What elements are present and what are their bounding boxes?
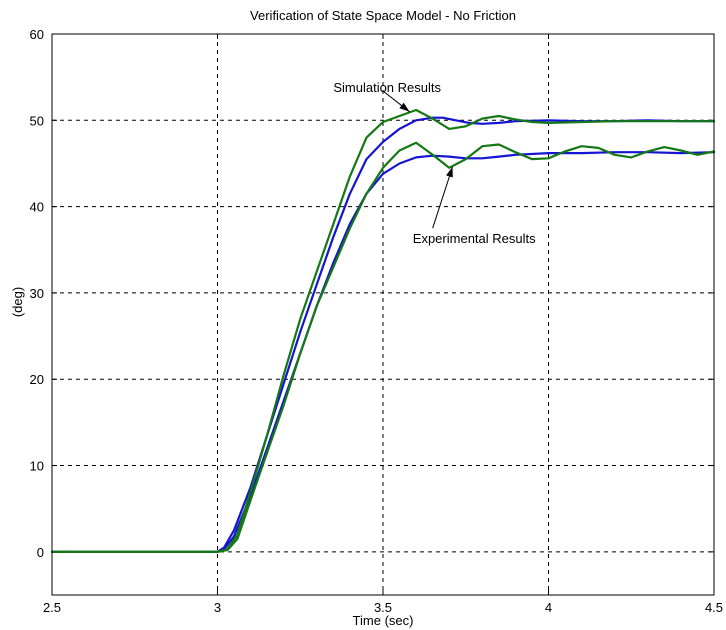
y-tick-label: 40 bbox=[30, 200, 44, 215]
plot-lines bbox=[50, 108, 716, 553]
axis-ticks: 2.5 3 3.5 4 4.5 0 10 20 30 40 50 60 bbox=[30, 27, 724, 615]
y-tick-label: 30 bbox=[30, 286, 44, 301]
annotation-label: Experimental Results bbox=[413, 231, 536, 246]
y-tick-label: 50 bbox=[30, 113, 44, 128]
series-line-sim-2 bbox=[50, 151, 716, 553]
annotation-arrowhead bbox=[446, 166, 453, 178]
x-axis-title: Time (sec) bbox=[353, 613, 414, 628]
annotations: Simulation Results Experimental Results bbox=[333, 80, 536, 246]
x-tick-label: 4.5 bbox=[705, 600, 723, 615]
x-tick-label: 4 bbox=[545, 600, 552, 615]
series-line-exp-3 bbox=[50, 108, 716, 553]
x-tick-label: 2.5 bbox=[43, 600, 61, 615]
x-tick-label: 3.5 bbox=[374, 600, 392, 615]
y-tick-label: 0 bbox=[37, 545, 44, 560]
annotation-arrow bbox=[432, 166, 453, 229]
x-tick-label: 3 bbox=[214, 600, 221, 615]
y-axis-title: (deg) bbox=[10, 287, 25, 317]
plot-frame bbox=[51, 33, 715, 596]
annotation-arrowhead bbox=[399, 102, 410, 112]
y-tick-label: 20 bbox=[30, 372, 44, 387]
annotation-label: Simulation Results bbox=[333, 80, 441, 95]
series-line-exp-4 bbox=[50, 141, 716, 553]
y-tick-label: 10 bbox=[30, 459, 44, 474]
y-tick-label: 60 bbox=[30, 27, 44, 42]
series-line-sim-1 bbox=[50, 116, 716, 553]
chart-title: Verification of State Space Model - No F… bbox=[250, 8, 516, 23]
grid bbox=[52, 34, 714, 595]
